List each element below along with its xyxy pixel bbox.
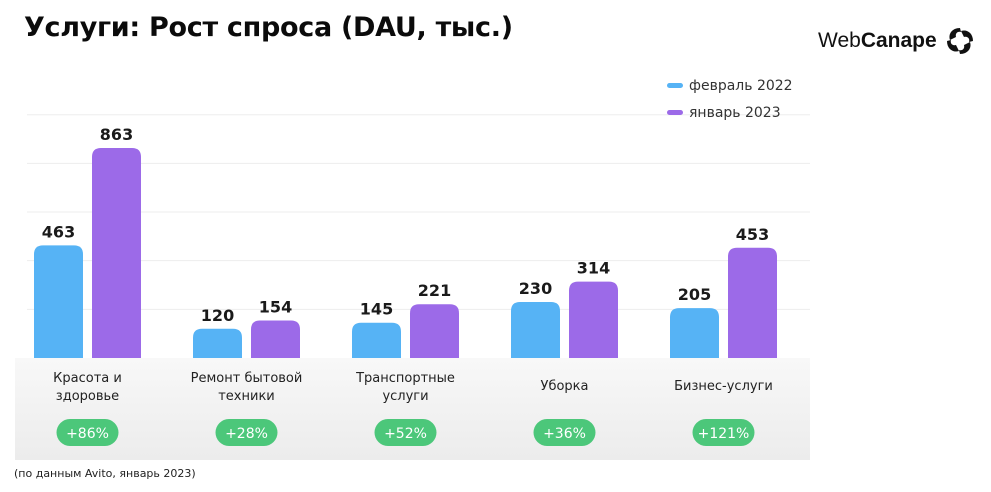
legend-swatch (667, 83, 683, 88)
logo-text: WebCanape (818, 29, 937, 53)
data-label: 230 (519, 279, 552, 298)
bar (728, 247, 777, 358)
category-label: Ремонт бытовой (191, 371, 303, 386)
page-title: Услуги: Рост спроса (DAU, тыс.) (24, 12, 513, 43)
growth-badge (533, 419, 596, 446)
data-label: 463 (42, 222, 75, 241)
legend-label: январь 2023 (689, 105, 781, 121)
bar (352, 322, 401, 358)
category-label: Бизнес-услуги (674, 379, 773, 394)
growth-badge (56, 419, 119, 446)
bar (193, 328, 242, 358)
bar (92, 148, 141, 358)
bar (511, 302, 560, 358)
growth-badge (215, 419, 278, 446)
data-label: 221 (418, 281, 451, 300)
bar (34, 245, 83, 358)
growth-badge (374, 419, 437, 446)
category-label: здоровье (56, 389, 119, 404)
data-label: 314 (577, 259, 610, 278)
growth-badge (692, 419, 755, 446)
legend-swatch (667, 110, 683, 115)
growth-badge-label: +28% (225, 426, 268, 442)
category-label: Уборка (541, 379, 589, 394)
data-label: 120 (201, 306, 234, 325)
growth-badge-label: +86% (66, 426, 109, 442)
data-label: 154 (259, 298, 292, 317)
bar (251, 320, 300, 358)
growth-badge-label: +36% (543, 426, 586, 442)
bar (569, 281, 618, 358)
category-label: Транспортные (355, 371, 455, 386)
legend-label: февраль 2022 (689, 78, 793, 94)
category-label: Красота и (53, 371, 122, 386)
logo-swirl-icon (946, 28, 973, 54)
chart-svg: февраль 2022 январь 2023 463 863 Красота и зд… (15, 78, 810, 460)
bar (410, 304, 459, 358)
growth-badge-label: +121% (698, 426, 750, 442)
data-label: 145 (360, 300, 393, 319)
logo-text-regular: Web (818, 29, 861, 52)
source-note: (по данным Avito, январь 2023) (14, 467, 196, 480)
data-label: 205 (678, 285, 711, 304)
category-label: услуги (382, 389, 428, 404)
bar (670, 308, 719, 358)
data-label: 863 (100, 125, 133, 144)
bar-chart: февраль 2022 январь 2023 463 863 Красота и зд… (15, 70, 810, 460)
webcanape-logo: WebCanape (818, 26, 975, 56)
growth-badge-label: +52% (384, 426, 427, 442)
data-label: 453 (736, 225, 769, 244)
logo-text-bold: Canape (860, 29, 937, 52)
category-label: техники (218, 389, 275, 404)
